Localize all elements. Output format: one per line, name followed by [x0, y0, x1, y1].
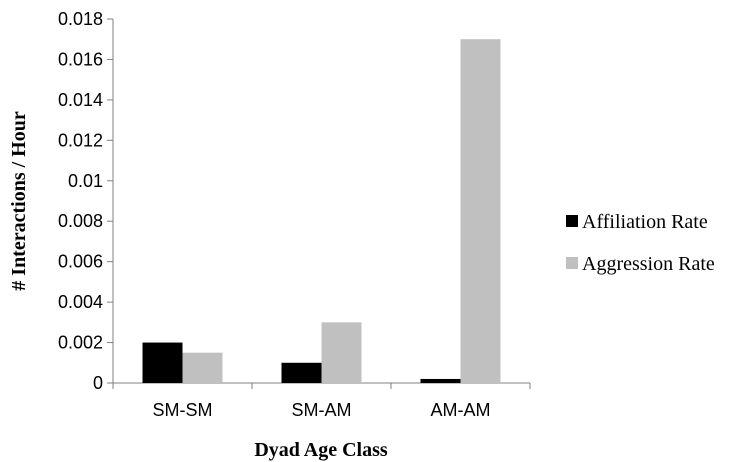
- y-tick-label: 0.016: [58, 49, 103, 69]
- bar-aggression-rate-sm-am: [321, 322, 362, 383]
- x-tick-label: SM-AM: [292, 400, 352, 420]
- legend-label-aggression-rate: Aggression Rate: [582, 253, 715, 275]
- x-tick-label: SM-SM: [153, 400, 213, 420]
- bar-aggression-rate-am-am: [460, 39, 501, 383]
- x-axis-ticks: SM-SM SM-AM AM-AM: [112, 383, 531, 420]
- bar-affiliation-rate-am-am: [420, 378, 461, 383]
- x-axis-title: Dyad Age Class: [254, 439, 388, 461]
- bar-aggression-rate-sm-sm: [182, 352, 223, 383]
- x-tick-label: AM-AM: [431, 400, 491, 420]
- bar-affiliation-rate-sm-am: [281, 362, 322, 383]
- y-axis-title: # Interactions / Hour: [8, 111, 30, 291]
- bars: [142, 39, 501, 383]
- y-tick-label: 0.01: [68, 171, 103, 191]
- y-tick-label: 0.012: [58, 130, 103, 150]
- y-tick-label: 0.002: [58, 333, 103, 353]
- y-tick-label: 0.018: [58, 9, 103, 29]
- legend: Affiliation Rate Aggression Rate: [566, 211, 715, 275]
- y-axis-ticks: 0 0.002 0.004 0.006 0.008 0.01 0.012 0.014 0.016…: [58, 9, 113, 393]
- y-tick-label: 0.006: [58, 252, 103, 272]
- y-tick-label: 0.008: [58, 211, 103, 231]
- y-tick-label: 0: [93, 373, 103, 393]
- y-tick-label: 0.014: [58, 90, 103, 110]
- legend-swatch-aggression-rate: [566, 257, 578, 269]
- bar-affiliation-rate-sm-sm: [142, 342, 183, 383]
- y-tick-label: 0.004: [58, 292, 103, 312]
- legend-swatch-affiliation-rate: [566, 215, 578, 227]
- legend-label-affiliation-rate: Affiliation Rate: [582, 211, 708, 233]
